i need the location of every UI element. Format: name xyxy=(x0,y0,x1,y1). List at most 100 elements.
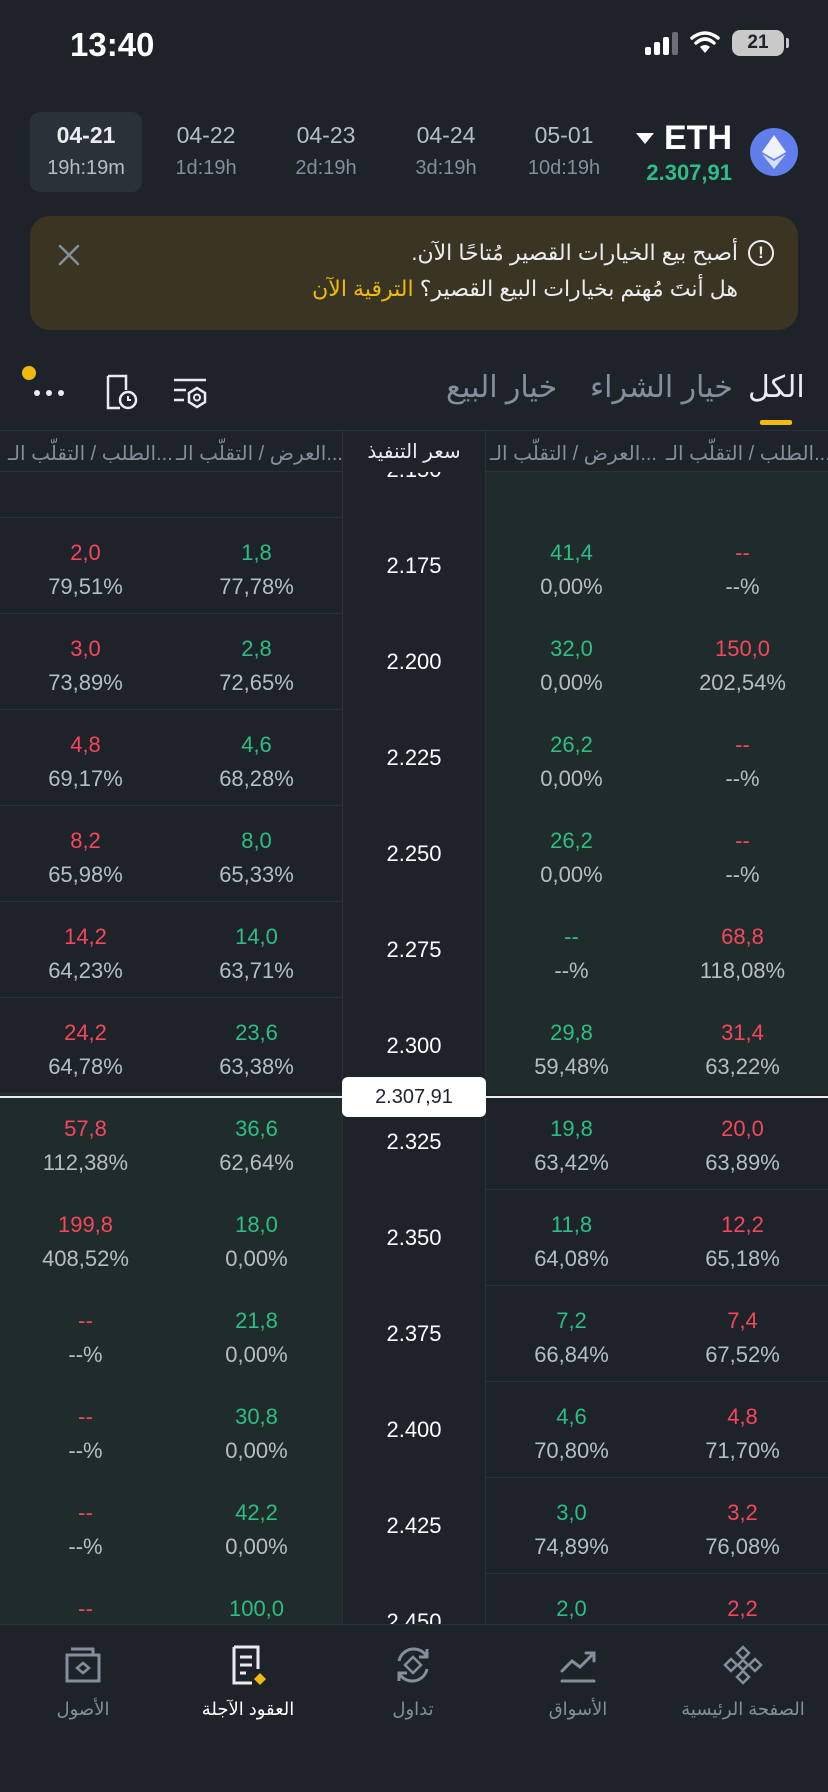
put-bid-cell[interactable]: 23,6 63,38% xyxy=(171,998,342,1094)
expiry-tab[interactable]: 05-01 10d:19h xyxy=(508,112,620,192)
put-bid-cell[interactable]: 1,8 77,78% xyxy=(171,518,342,614)
put-ask-cell[interactable]: 199,8 408,52% xyxy=(0,1190,171,1286)
put-ask-cell[interactable]: 57,8 112,38% xyxy=(0,1094,171,1190)
call-ask-cell[interactable]: 31,4 63,22% xyxy=(657,998,828,1094)
price-value: 2,0 xyxy=(70,540,101,565)
call-ask-cell[interactable]: --% xyxy=(657,472,828,518)
iv-value: 0,00% xyxy=(225,1438,288,1463)
call-ask-cell[interactable]: 68,8 118,08% xyxy=(657,902,828,998)
close-icon[interactable] xyxy=(56,242,82,268)
option-row: 4,8 69,17% 4,6 68,28% 26,2 0,00% -- --% 2.225 xyxy=(0,710,828,806)
iv-value: 65,33% xyxy=(219,862,294,887)
call-bid-cell[interactable]: 32,0 0,00% xyxy=(486,614,657,710)
iv-value: --% xyxy=(554,958,589,983)
call-ask-cell[interactable]: 7,4 67,52% xyxy=(657,1286,828,1382)
upgrade-now-link[interactable]: الترقية الآن xyxy=(312,276,414,301)
put-bid-cell[interactable]: 18,0 0,00% xyxy=(171,1190,342,1286)
put-bid-cell[interactable]: 4,6 68,28% xyxy=(171,710,342,806)
call-bid-cell[interactable]: 19,8 63,42% xyxy=(486,1094,657,1190)
call-bid-cell[interactable]: 29,8 59,48% xyxy=(486,998,657,1094)
put-ask-cell[interactable]: 24,2 64,78% xyxy=(0,998,171,1094)
call-ask-cell[interactable]: 12,2 65,18% xyxy=(657,1190,828,1286)
iv-value: 0,00% xyxy=(540,670,603,695)
put-ask-cell[interactable]: -- --% xyxy=(0,1382,171,1478)
call-ask-cell[interactable]: -- --% xyxy=(657,806,828,902)
history-document-icon[interactable] xyxy=(100,372,140,412)
strike-price: 2.350 xyxy=(342,1190,486,1286)
tab-all[interactable]: الكل xyxy=(748,370,805,425)
call-bid-cell[interactable]: 0,00% xyxy=(486,472,657,518)
expiry-tab[interactable]: 04-23 2d:19h xyxy=(270,112,382,192)
put-bid-cell[interactable]: 8,0 65,33% xyxy=(171,806,342,902)
put-ask-cell[interactable]: 85,56% xyxy=(0,472,171,518)
price-value: 150,0 xyxy=(714,636,771,661)
notification-dot xyxy=(22,366,36,380)
nav-futures[interactable]: العقود الآجلة xyxy=(165,1643,331,1720)
call-ask-cell[interactable]: 3,2 76,08% xyxy=(657,1478,828,1574)
call-ask-cell[interactable]: 20,0 63,89% xyxy=(657,1094,828,1190)
underlying-selector[interactable]: ETH 2.307,91 xyxy=(636,112,798,192)
put-ask-cell[interactable]: 8,2 65,98% xyxy=(0,806,171,902)
call-bid-cell[interactable]: 4,6 70,80% xyxy=(486,1382,657,1478)
put-ask-cell[interactable]: 2,0 79,51% xyxy=(0,518,171,614)
iv-value: 65,98% xyxy=(48,862,123,887)
settings-list-icon[interactable] xyxy=(170,372,210,412)
call-bid-cell[interactable]: 7,2 66,84% xyxy=(486,1286,657,1382)
call-bid-cell[interactable]: -- --% xyxy=(486,902,657,998)
expiry-date: 04-22 xyxy=(176,122,236,148)
strike-price: 2.200 xyxy=(342,614,486,710)
tab-calls[interactable]: خيار الشراء xyxy=(590,371,733,404)
strike-price: 2.375 xyxy=(342,1286,486,1382)
eth-logo-icon xyxy=(750,128,798,176)
call-ask-cell[interactable]: -- --% xyxy=(657,710,828,806)
markets-chart-icon xyxy=(560,1651,596,1683)
call-bid-cell[interactable]: 26,2 0,00% xyxy=(486,710,657,806)
strike-price: 2.450 xyxy=(342,1574,486,1624)
put-bid-cell[interactable]: 42,2 0,00% xyxy=(171,1478,342,1574)
call-ask-cell[interactable]: -- --% xyxy=(657,518,828,614)
option-row: 3,0 73,89% 2,8 72,65% 32,0 0,00% 150,0 202,54% 2… xyxy=(0,614,828,710)
put-bid-cell[interactable]: 21,8 0,00% xyxy=(171,1286,342,1382)
put-bid-cell[interactable]: 100,0 xyxy=(171,1574,342,1624)
call-ask-cell[interactable]: 2,2 xyxy=(657,1574,828,1624)
nav-markets[interactable]: الأسواق xyxy=(495,1643,661,1720)
option-row: -- --% 21,8 0,00% 7,2 66,84% 7,4 67,52% 2.375 xyxy=(0,1286,828,1382)
expiry-tab[interactable]: 04-22 1d:19h xyxy=(150,112,262,192)
call-ask-cell[interactable]: 150,0 202,54% xyxy=(657,614,828,710)
more-icon[interactable] xyxy=(34,390,64,396)
strike-price: 2.175 xyxy=(342,518,486,614)
put-ask-cell[interactable]: -- --% xyxy=(0,1478,171,1574)
put-ask-cell[interactable]: 14,2 64,23% xyxy=(0,902,171,998)
call-bid-cell[interactable]: 26,2 0,00% xyxy=(486,806,657,902)
call-bid-cell[interactable]: 3,0 74,89% xyxy=(486,1478,657,1574)
price-value: 68,8 xyxy=(721,924,764,949)
put-ask-cell[interactable]: 3,0 73,89% xyxy=(0,614,171,710)
status-bar: 13:40 21 xyxy=(0,0,828,92)
put-bid-cell[interactable]: 83,18% xyxy=(171,472,342,518)
call-ask-cell[interactable]: 4,8 71,70% xyxy=(657,1382,828,1478)
tab-puts[interactable]: خيار البيع xyxy=(446,371,558,404)
put-ask-cell[interactable]: -- --% xyxy=(0,1286,171,1382)
call-bid-cell[interactable]: 41,4 0,00% xyxy=(486,518,657,614)
put-bid-cell[interactable]: 30,8 0,00% xyxy=(171,1382,342,1478)
call-bid-cell[interactable]: 2,0 xyxy=(486,1574,657,1624)
call-bid-cell[interactable]: 11,8 64,08% xyxy=(486,1190,657,1286)
put-bid-cell[interactable]: 14,0 63,71% xyxy=(171,902,342,998)
expiry-tab[interactable]: 04-24 3d:19h xyxy=(390,112,502,192)
put-ask-cell[interactable]: 4,8 69,17% xyxy=(0,710,171,806)
iv-value: --% xyxy=(68,1342,103,1367)
header-put-ask: الطلب / التقلّب الـ... xyxy=(8,443,173,465)
put-bid-cell[interactable]: 36,6 62,64% xyxy=(171,1094,342,1190)
price-value: -- xyxy=(735,732,750,757)
price-value: 20,0 xyxy=(721,1116,764,1141)
put-bid-cell[interactable]: 2,8 72,65% xyxy=(171,614,342,710)
nav-trade[interactable]: تداول xyxy=(330,1643,496,1720)
expiry-tab[interactable]: 04-21 19h:19m xyxy=(30,112,142,192)
iv-value: 112,38% xyxy=(42,1150,129,1175)
nav-assets[interactable]: الأصول xyxy=(0,1643,166,1720)
nav-home[interactable]: الصفحة الرئيسية xyxy=(660,1643,826,1720)
put-ask-cell[interactable]: -- xyxy=(0,1574,171,1624)
iv-value: 73,89% xyxy=(48,670,123,695)
iv-value: --% xyxy=(725,766,760,791)
price-value: 7,4 xyxy=(727,1308,758,1333)
